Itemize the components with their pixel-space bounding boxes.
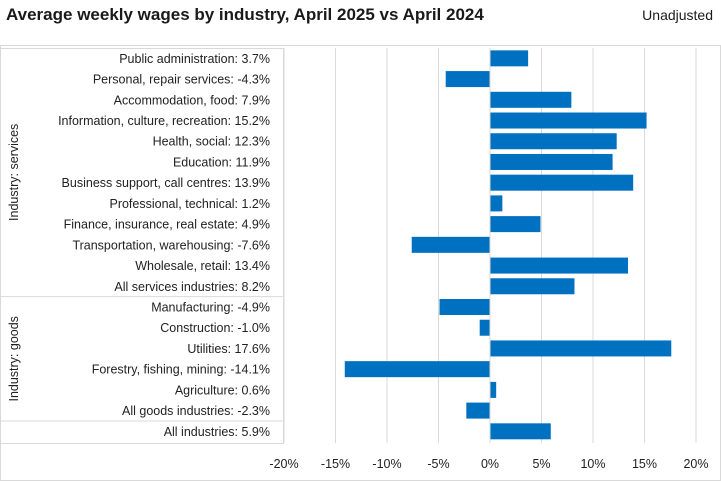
unadjusted-note: Unadjusted <box>642 7 713 23</box>
category-label: Construction: -1.0% <box>160 321 270 335</box>
x-tick-label: -5% <box>427 457 449 471</box>
category-label: Finance, insurance, real estate: 4.9% <box>64 218 270 232</box>
category-label: Manufacturing: -4.9% <box>151 301 270 315</box>
x-tick-label: 20% <box>683 457 708 471</box>
bar <box>490 381 497 398</box>
x-tick-label: -10% <box>372 457 401 471</box>
bar <box>439 299 490 315</box>
bar <box>479 319 490 336</box>
bar <box>490 50 529 67</box>
bar <box>490 278 575 295</box>
bar <box>490 257 629 274</box>
x-tick-label: 15% <box>632 457 657 471</box>
bar <box>490 153 613 170</box>
bar <box>490 133 617 150</box>
category-label: Business support, call centres: 13.9% <box>62 176 270 190</box>
category-label: All goods industries: -2.3% <box>122 404 270 418</box>
bar <box>490 195 503 212</box>
group-label: Industry: services <box>7 124 21 221</box>
category-label: Information, culture, recreation: 15.2% <box>58 114 270 128</box>
category-label: Personal, repair services: -4.3% <box>93 73 270 87</box>
x-tick-label: 5% <box>532 457 550 471</box>
bar <box>490 174 634 191</box>
category-label: Professional, technical: 1.2% <box>109 197 270 211</box>
category-label: Public administration: 3.7% <box>119 52 270 66</box>
bar <box>490 216 541 233</box>
category-label: All industries: 5.9% <box>164 425 270 439</box>
bar <box>466 402 490 419</box>
bar <box>411 236 490 253</box>
category-label: Forestry, fishing, mining: -14.1% <box>92 363 270 377</box>
bar <box>490 340 672 357</box>
category-box <box>0 48 284 444</box>
bar <box>490 423 551 440</box>
category-label: Agriculture: 0.6% <box>175 383 270 397</box>
bar <box>490 112 647 129</box>
x-tick-label: 0% <box>481 457 499 471</box>
x-tick-label: -15% <box>321 457 350 471</box>
bar <box>490 91 572 108</box>
category-label: Transportation, warehousing: -7.6% <box>72 238 270 252</box>
bar <box>344 361 490 378</box>
category-label: Education: 11.9% <box>173 155 270 169</box>
group-label: Industry: goods <box>7 316 21 401</box>
bar <box>445 71 490 88</box>
category-label: Wholesale, retail: 13.4% <box>135 259 270 273</box>
x-tick-label: -20% <box>269 457 298 471</box>
category-label: Accommodation, food: 7.9% <box>114 93 270 107</box>
category-label: Utilities: 17.6% <box>187 342 270 356</box>
category-label: Health, social: 12.3% <box>153 135 270 149</box>
x-tick-label: 10% <box>580 457 605 471</box>
category-label: All services industries: 8.2% <box>114 280 270 294</box>
chart-title: Average weekly wages by industry, April … <box>6 5 484 24</box>
